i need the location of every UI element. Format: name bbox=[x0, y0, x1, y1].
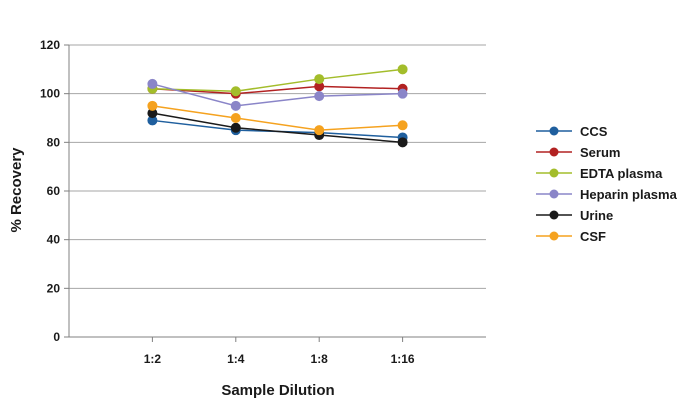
data-point bbox=[397, 88, 408, 99]
legend-label: Urine bbox=[580, 208, 613, 223]
x-tick-label: 1:4 bbox=[227, 352, 245, 366]
axis-layer: 0 20 40 60 80 100 120 1:2 1:4 1:8 1:16 bbox=[40, 38, 486, 366]
series-line bbox=[152, 85, 403, 95]
y-tick-label: 80 bbox=[47, 135, 61, 149]
series-line bbox=[152, 83, 403, 107]
data-point bbox=[314, 125, 325, 136]
y-axis-title: % Recovery bbox=[8, 147, 25, 233]
legend-marker bbox=[549, 168, 559, 178]
series-layer bbox=[147, 64, 408, 148]
legend: CCS Serum EDTA plasma Heparin plasma Urine CS… bbox=[536, 124, 678, 244]
series-line bbox=[152, 68, 403, 92]
y-tick-label: 20 bbox=[47, 281, 61, 295]
y-tick-label: 40 bbox=[47, 233, 61, 247]
legend-marker bbox=[549, 189, 559, 199]
data-point bbox=[147, 100, 158, 111]
data-point bbox=[397, 64, 408, 75]
series-line bbox=[152, 112, 403, 144]
series-line bbox=[152, 105, 403, 131]
legend-label: CCS bbox=[580, 124, 608, 139]
y-tick-label: 60 bbox=[47, 184, 61, 198]
y-tick-label: 100 bbox=[40, 87, 60, 101]
data-point bbox=[230, 122, 241, 133]
legend-marker bbox=[549, 210, 559, 220]
x-tick-label: 1:16 bbox=[391, 352, 415, 366]
legend-label: EDTA plasma bbox=[580, 166, 663, 181]
data-point bbox=[397, 137, 408, 148]
legend-marker bbox=[549, 231, 559, 241]
series-line bbox=[152, 119, 403, 139]
y-tick-label: 0 bbox=[53, 330, 60, 344]
y-tick-label: 120 bbox=[40, 38, 60, 52]
x-tick-label: 1:8 bbox=[311, 352, 329, 366]
legend-marker bbox=[549, 126, 559, 136]
data-point bbox=[230, 113, 241, 123]
legend-label: Serum bbox=[580, 145, 620, 160]
data-point bbox=[230, 100, 241, 111]
data-point bbox=[314, 91, 325, 102]
data-point bbox=[397, 120, 408, 131]
grid-layer bbox=[69, 44, 486, 289]
legend-label: Heparin plasma bbox=[580, 187, 678, 202]
data-point bbox=[230, 86, 241, 97]
data-point bbox=[314, 74, 325, 85]
x-tick-label: 1:2 bbox=[144, 352, 162, 366]
data-point bbox=[147, 78, 158, 89]
x-axis-title: Sample Dilution bbox=[221, 382, 334, 399]
legend-label: CSF bbox=[580, 229, 606, 244]
legend-marker bbox=[549, 147, 559, 157]
